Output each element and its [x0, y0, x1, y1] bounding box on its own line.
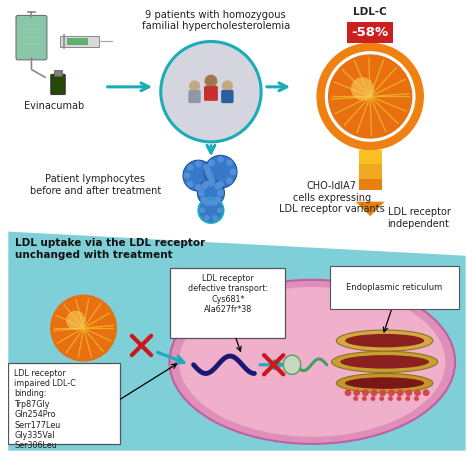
Circle shape [183, 172, 190, 179]
Text: LDL uptake via the LDL receptor
unchanged with treatment: LDL uptake via the LDL receptor unchange… [15, 238, 205, 260]
Circle shape [203, 180, 210, 187]
Circle shape [362, 389, 369, 396]
Circle shape [362, 396, 367, 401]
Circle shape [209, 177, 215, 184]
Polygon shape [9, 232, 465, 451]
Circle shape [222, 80, 233, 92]
Circle shape [345, 389, 351, 396]
Circle shape [217, 190, 224, 197]
Circle shape [205, 169, 211, 175]
Ellipse shape [169, 280, 455, 444]
Circle shape [388, 396, 393, 401]
Circle shape [195, 184, 202, 191]
Circle shape [371, 389, 377, 396]
Bar [359, 149, 382, 164]
Circle shape [217, 156, 224, 163]
FancyBboxPatch shape [67, 38, 88, 45]
Circle shape [405, 396, 410, 401]
Circle shape [208, 180, 214, 187]
Circle shape [187, 180, 193, 187]
Ellipse shape [179, 287, 446, 437]
Circle shape [397, 389, 403, 396]
FancyBboxPatch shape [204, 86, 218, 101]
Circle shape [217, 207, 222, 213]
Circle shape [198, 190, 205, 197]
Circle shape [183, 160, 214, 191]
Circle shape [423, 389, 429, 396]
Circle shape [230, 169, 237, 175]
Text: LDL-C: LDL-C [353, 7, 387, 17]
Text: LDL receptor
impaired LDL-C
binding:
Trp87Gly
Gln254Pro
Serr177Leu
Gly335Val
Ser: LDL receptor impaired LDL-C binding: Trp… [14, 368, 76, 451]
FancyBboxPatch shape [16, 15, 47, 60]
Circle shape [212, 215, 218, 221]
Circle shape [204, 75, 218, 87]
FancyBboxPatch shape [171, 268, 285, 338]
Circle shape [203, 164, 210, 171]
Circle shape [353, 389, 360, 396]
Circle shape [189, 80, 200, 92]
FancyBboxPatch shape [51, 74, 65, 95]
Circle shape [195, 161, 202, 168]
Ellipse shape [345, 334, 424, 347]
Ellipse shape [332, 351, 438, 373]
Circle shape [351, 77, 374, 100]
Circle shape [66, 311, 85, 330]
Circle shape [379, 389, 386, 396]
Text: -58%: -58% [352, 26, 389, 39]
Ellipse shape [283, 355, 301, 375]
Circle shape [207, 172, 213, 179]
Text: LDL receptor
independent: LDL receptor independent [388, 207, 450, 229]
Circle shape [317, 43, 423, 149]
Circle shape [397, 396, 401, 401]
FancyArrow shape [356, 190, 384, 216]
FancyBboxPatch shape [221, 90, 234, 103]
Circle shape [214, 197, 221, 203]
Circle shape [204, 215, 210, 221]
Text: Patient lymphocytes
before and after treatment: Patient lymphocytes before and after tre… [29, 175, 161, 196]
Bar [359, 149, 382, 152]
Circle shape [209, 160, 215, 166]
Circle shape [414, 396, 419, 401]
Circle shape [388, 389, 395, 396]
Ellipse shape [345, 377, 424, 389]
Circle shape [204, 156, 237, 188]
Circle shape [161, 42, 261, 142]
FancyBboxPatch shape [54, 71, 63, 76]
Circle shape [208, 199, 214, 206]
Text: LDL receptor
defective transport:
Cys681*
Ala627fr*38: LDL receptor defective transport: Cys681… [188, 274, 268, 314]
Circle shape [187, 164, 193, 171]
Circle shape [328, 55, 411, 138]
Circle shape [217, 181, 224, 188]
FancyBboxPatch shape [9, 363, 120, 444]
FancyBboxPatch shape [188, 90, 201, 103]
Text: 9 patients with homozygous
familial hypercholesterolemia: 9 patients with homozygous familial hype… [142, 10, 290, 31]
Circle shape [201, 183, 208, 190]
Circle shape [414, 389, 421, 396]
Circle shape [214, 183, 221, 190]
Ellipse shape [337, 330, 433, 351]
Text: Endoplasmic reticulum: Endoplasmic reticulum [346, 283, 442, 292]
FancyBboxPatch shape [60, 35, 99, 47]
Circle shape [201, 197, 208, 203]
Circle shape [371, 396, 375, 401]
Ellipse shape [337, 374, 433, 393]
Text: CHO-ldlA7
cells expressing
LDL receptor variants: CHO-ldlA7 cells expressing LDL receptor … [279, 181, 384, 214]
Circle shape [226, 160, 233, 166]
Circle shape [212, 200, 218, 206]
Bar [359, 164, 382, 178]
Bar [359, 178, 382, 190]
Circle shape [198, 179, 225, 206]
Circle shape [51, 295, 117, 361]
Circle shape [379, 396, 384, 401]
Circle shape [226, 177, 233, 184]
Circle shape [353, 396, 358, 401]
Circle shape [204, 200, 210, 206]
Circle shape [325, 51, 416, 142]
Ellipse shape [340, 355, 429, 368]
Text: Evinacumab: Evinacumab [25, 101, 85, 111]
Circle shape [199, 198, 223, 223]
Circle shape [405, 389, 412, 396]
FancyBboxPatch shape [347, 22, 393, 43]
Circle shape [200, 207, 205, 213]
